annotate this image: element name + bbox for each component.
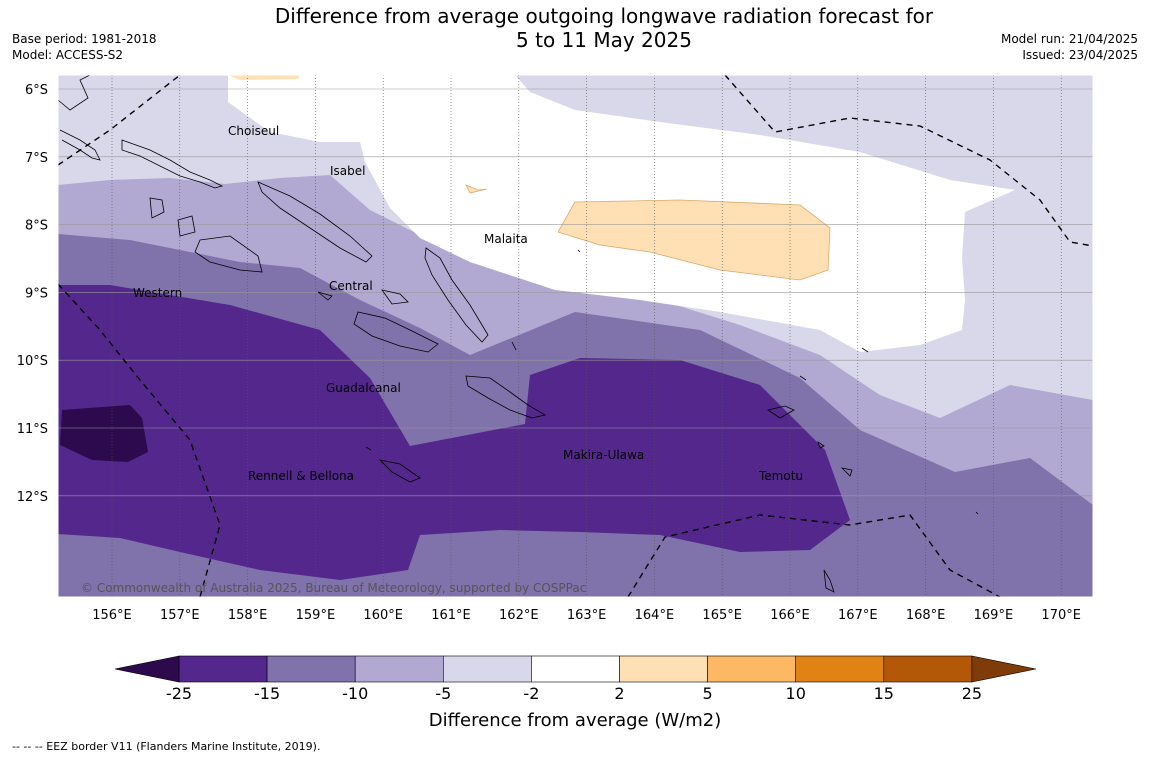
longitude-label: 166°E (770, 608, 810, 623)
santa-cruz-coast (767, 375, 853, 593)
longitude-label: 157°E (160, 608, 200, 623)
place-guadalcanal: Guadalcanal (326, 381, 401, 395)
contour-layer (58, 75, 1093, 597)
contour-band-positive-3 (228, 75, 300, 80)
longitude-label: 158°E (228, 608, 268, 623)
colorbar-title: Difference from average (W/m2) (429, 710, 721, 731)
colorbar-tick-label: -10 (342, 684, 368, 703)
central-islands-coast (317, 289, 409, 305)
latitude-label: 10°S (17, 354, 48, 369)
issued-date: Issued: 23/04/2025 (1022, 48, 1138, 62)
colorbar-tick-label: 10 (786, 684, 806, 703)
contour-band-positive-2 (465, 184, 488, 194)
title-line-1: Difference from average outgoing longwav… (274, 4, 934, 28)
choiseul-coast (121, 139, 224, 189)
longitude-label: 164°E (635, 608, 675, 623)
colorbar-extend-low (114, 655, 180, 683)
copyright-notice: © Commonwealth of Australia 2025, Bureau… (81, 581, 586, 595)
latitude-label: 11°S (17, 422, 48, 437)
longitude-label: 170°E (1041, 608, 1081, 623)
colorbar-tick-label: -15 (254, 684, 280, 703)
guadalcanal-coast (353, 311, 439, 353)
colorbar-tick-label: 2 (614, 684, 624, 703)
colorbar-tick-label: -25 (166, 684, 192, 703)
makira-coast (465, 375, 547, 419)
colorbar-swatch (531, 655, 620, 683)
base-period: Base period: 1981-2018 (12, 32, 157, 46)
eez-borders (57, 74, 1094, 598)
longitude-label: 161°E (431, 608, 471, 623)
longitude-label: 167°E (838, 608, 878, 623)
longitude-label: 159°E (296, 608, 336, 623)
isabel-coast (257, 181, 373, 263)
map-figure: 6°S 7°S 8°S 9°S 10°S 11°S 12°S 156°E 157°E 158°E… (17, 74, 1094, 731)
colorbar-tick-label: -5 (435, 684, 451, 703)
contour-band-25-15 (58, 285, 850, 580)
longitude-labels: 156°E 157°E 158°E 159°E 160°E 161°E 162°E 163°E… (92, 608, 1081, 623)
meta-left: Base period: 1981-2018 Model: ACCESS-S2 (12, 31, 157, 63)
province-labels: Choiseul Isabel Malaita Central Western … (133, 124, 803, 483)
colorbar-swatch (707, 655, 796, 683)
eez-border-vanuatu (627, 514, 1001, 598)
place-isabel: Isabel (330, 164, 365, 178)
latitude-labels: 6°S 7°S 8°S 9°S 10°S 11°S 12°S (17, 83, 48, 505)
colorbar-tick-label: -2 (523, 684, 539, 703)
place-makira-ulawa: Makira-Ulawa (563, 448, 644, 462)
colorbar-extend-high (971, 655, 1036, 683)
longitude-label: 163°E (567, 608, 607, 623)
rennell-coast (365, 446, 421, 483)
graticule (58, 75, 1093, 597)
longitude-label: 156°E (92, 608, 132, 623)
longitude-label: 160°E (363, 608, 403, 623)
meta-right: Model run: 21/04/2025 Issued: 23/04/2025 (1001, 31, 1138, 63)
latitude-label: 8°S (25, 219, 48, 234)
colorbar-swatch (354, 655, 444, 683)
colorbar-swatch (619, 655, 708, 683)
coastlines (57, 74, 979, 593)
new-georgia-coast (149, 197, 263, 273)
colorbar-swatch (442, 655, 532, 683)
contour-band-below-25 (60, 405, 148, 462)
map-frame (57, 74, 1094, 598)
colorbar-swatch (266, 655, 356, 683)
place-rennell-bellona: Rennell & Bellona (248, 469, 354, 483)
malaita-coast (424, 247, 489, 343)
model-run: Model run: 21/04/2025 (1000, 32, 1138, 46)
place-choiseul: Choiseul (228, 124, 279, 138)
colorbar-tick-label: 15 (874, 684, 894, 703)
longitude-label: 169°E (974, 608, 1014, 623)
colorbar-swatch (883, 655, 973, 683)
longitude-label: 165°E (702, 608, 742, 623)
colorbar-tick-labels: -25 -15 -10 -5 -2 2 5 10 15 25 (166, 684, 982, 703)
place-central: Central (329, 279, 373, 293)
place-temotu: Temotu (758, 469, 803, 483)
latitude-label: 9°S (25, 286, 48, 301)
place-western: Western (133, 286, 182, 300)
colorbar-swatch (795, 655, 885, 683)
title-line-2: 5 to 11 May 2025 (516, 28, 692, 52)
longitude-label: 168°E (906, 608, 946, 623)
eez-border-australia (57, 283, 221, 598)
eez-border-png-north (57, 74, 181, 166)
latitude-label: 6°S (25, 83, 48, 98)
latitude-label: 12°S (17, 490, 48, 505)
contour-band-positive-1 (557, 199, 831, 281)
chart-title: Difference from average outgoing longwav… (0, 4, 1150, 52)
latitude-label: 7°S (25, 151, 48, 166)
eez-border-east-arc (724, 74, 1094, 247)
contour-band-2-neutral (58, 75, 1093, 168)
colorbar-swatch (178, 655, 268, 683)
model-name: Model: ACCESS-S2 (12, 48, 124, 62)
small-islands-coast (511, 249, 979, 515)
colorbar (114, 655, 1036, 683)
colorbar-tick-label: 25 (962, 684, 982, 703)
colorbar-tick-label: 5 (703, 684, 713, 703)
eez-footnote: -- -- -- EEZ border V11 (Flanders Marine… (12, 740, 321, 753)
longitude-label: 162°E (499, 608, 539, 623)
place-malaita: Malaita (484, 232, 528, 246)
